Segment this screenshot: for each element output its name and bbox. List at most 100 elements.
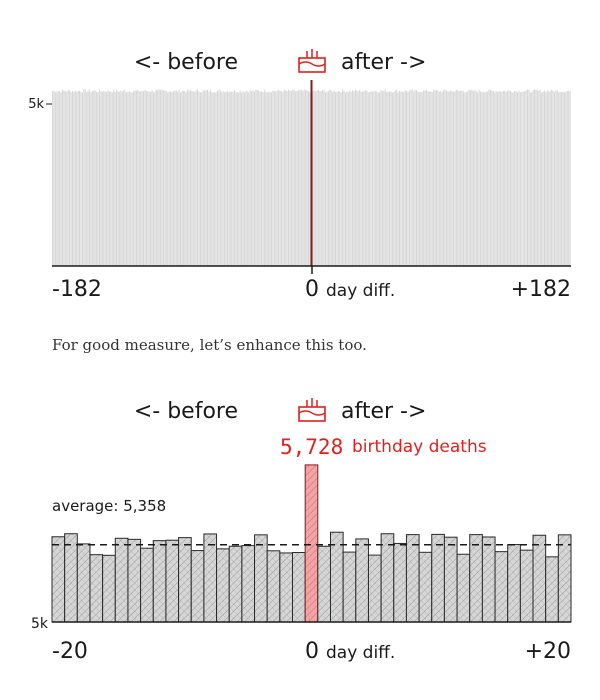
bar-series: [51, 464, 572, 623]
bar-day-60: [396, 89, 398, 266]
bar-day--17: [89, 554, 104, 623]
bar-day-47: [377, 92, 379, 266]
bar-day--145: [104, 91, 106, 266]
bar-day--128: [128, 91, 130, 267]
bar-day--73: [206, 89, 209, 267]
bar-day--120: [140, 91, 142, 267]
bar-day--13: [292, 89, 294, 266]
bar-day--11: [165, 539, 180, 623]
bar-day-63: [400, 91, 402, 266]
bar-day-56: [390, 91, 392, 267]
bar-day--8: [299, 90, 301, 266]
bar-day--85: [189, 89, 191, 266]
title-after: after ->: [341, 50, 426, 75]
bar-day--131: [124, 90, 126, 266]
x-tick-start: -182: [52, 277, 102, 302]
title-before: <- before: [134, 399, 238, 424]
bar-day--9: [297, 90, 300, 267]
bar-day-173: [556, 90, 558, 267]
bar-day-123: [485, 91, 487, 266]
bar-day-131: [497, 92, 499, 266]
bar-day--66: [216, 90, 219, 266]
bar-day--45: [246, 91, 248, 267]
bar-day-2: [313, 90, 315, 266]
bar-day-36: [361, 91, 364, 266]
bar-day-179: [565, 91, 567, 266]
peak-annotation: 5,728 birthday deaths: [280, 435, 487, 459]
bar-day--143: [107, 90, 109, 266]
bar-day--25: [275, 91, 277, 266]
bar-day-126: [489, 89, 492, 266]
bar-day-52: [384, 89, 386, 266]
bar-day--174: [63, 90, 65, 266]
bar-day--10: [178, 537, 192, 623]
bar-day-19: [337, 90, 339, 266]
bar-day--84: [191, 90, 193, 267]
bar-day--18: [76, 543, 91, 623]
bar-day--156: [88, 89, 91, 267]
bar-day--53: [235, 92, 237, 266]
chart-title: <- before after ->: [134, 49, 426, 75]
bar-day--87: [187, 89, 189, 266]
bar-day-180: [566, 90, 568, 266]
bar-day-140: [509, 90, 511, 266]
bar-day--52: [236, 92, 238, 267]
bar-day--56: [231, 91, 233, 267]
bar-day--139: [113, 89, 115, 266]
bar-day-4: [355, 538, 369, 623]
bar-day-3: [315, 91, 317, 266]
bar-day--28: [270, 92, 273, 267]
bar-day-94: [444, 89, 446, 266]
bar-day--134: [120, 90, 122, 266]
bar-day-20: [557, 534, 572, 623]
bar-day--132: [123, 90, 125, 266]
bar-day--6: [228, 545, 243, 623]
bar-day--12: [293, 89, 295, 266]
bar-day--169: [70, 92, 72, 267]
bar-day-163: [542, 91, 544, 266]
bar-day-136: [504, 90, 506, 267]
bar-day-67: [406, 90, 408, 266]
x-tick-center: 0: [305, 639, 319, 664]
bar-day-74: [416, 90, 418, 266]
bar-day--116: [145, 91, 147, 267]
bar-day-45: [374, 90, 376, 266]
bar-day-6: [319, 90, 321, 267]
bar-day-61: [397, 92, 399, 267]
bar-day-6: [380, 533, 395, 623]
bar-day-48: [379, 92, 381, 266]
bar-day-71: [411, 89, 413, 266]
bar-day--171: [67, 90, 69, 267]
title-before: <- before: [134, 50, 238, 75]
bar-day--178: [57, 91, 59, 267]
bar-day--144: [106, 92, 108, 266]
bar-day-17: [334, 92, 337, 266]
bar-day-38: [364, 89, 366, 267]
bar-day-182: [569, 90, 571, 266]
x-tick-end: +182: [511, 277, 571, 302]
bar-day-115: [474, 89, 476, 266]
bar-day-120: [481, 91, 483, 266]
bar-day-1: [312, 90, 314, 267]
bar-day--60: [225, 91, 227, 266]
bar-day--107: [158, 89, 160, 266]
bar-day--94: [177, 91, 179, 266]
bar-day--58: [228, 92, 230, 266]
bar-day-129: [494, 92, 496, 266]
bar-day--81: [195, 90, 197, 267]
bar-day-107: [462, 91, 465, 267]
bar-day--22: [279, 90, 281, 266]
bar-day--142: [108, 91, 110, 266]
bar-day-174: [558, 92, 560, 266]
bar-day--98: [171, 91, 173, 266]
bar-day-69: [408, 90, 410, 266]
bar-day--153: [93, 90, 95, 266]
bar-day-168: [549, 91, 551, 266]
bar-day--168: [71, 90, 73, 266]
bar-day-5: [317, 90, 319, 267]
bar-day-142: [512, 92, 514, 266]
bar-day--31: [266, 92, 268, 266]
average-label: average: 5,358: [52, 497, 166, 515]
bar-day--172: [66, 91, 68, 266]
bar-day--26: [273, 91, 275, 266]
